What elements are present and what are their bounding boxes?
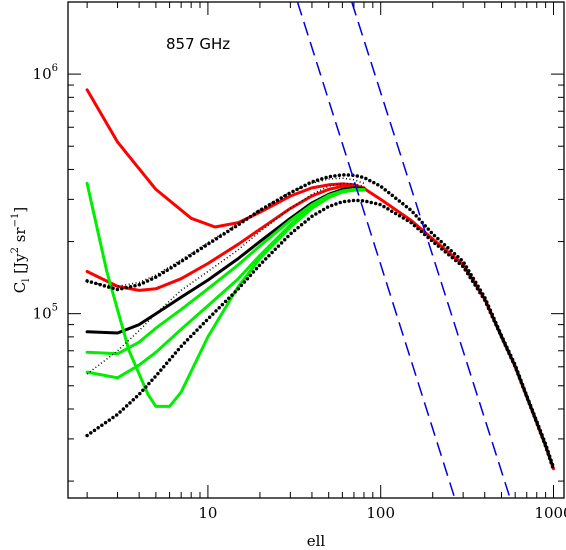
series-line-9 xyxy=(85,198,556,472)
x-axis-title: ell xyxy=(307,532,326,550)
annotation-frequency: 857 GHz xyxy=(166,35,230,53)
series-line-7 xyxy=(85,187,366,356)
y-axis-title: Cl [Jy2 sr−1] xyxy=(10,207,32,293)
series-line-11 xyxy=(87,177,365,288)
plot-frame xyxy=(67,1,565,499)
y-tick-label: 106 xyxy=(33,63,58,83)
ticks xyxy=(68,1,564,498)
series-line-1 xyxy=(85,88,366,229)
x-tick-label: 100 xyxy=(366,504,395,522)
series-line-3 xyxy=(362,187,555,471)
y-tick-label: 105 xyxy=(33,303,58,323)
x-tick-label: 10 xyxy=(198,504,217,522)
tick-labels: 10 100 1000 105 106 xyxy=(33,63,566,522)
series-line-13 xyxy=(351,2,511,498)
x-tick-label: 1000 xyxy=(534,504,566,522)
series-line-8 xyxy=(85,173,556,470)
series-line-2 xyxy=(85,184,366,292)
series-line-10 xyxy=(86,182,365,375)
series-group xyxy=(85,2,556,498)
series-line-12 xyxy=(296,2,456,498)
